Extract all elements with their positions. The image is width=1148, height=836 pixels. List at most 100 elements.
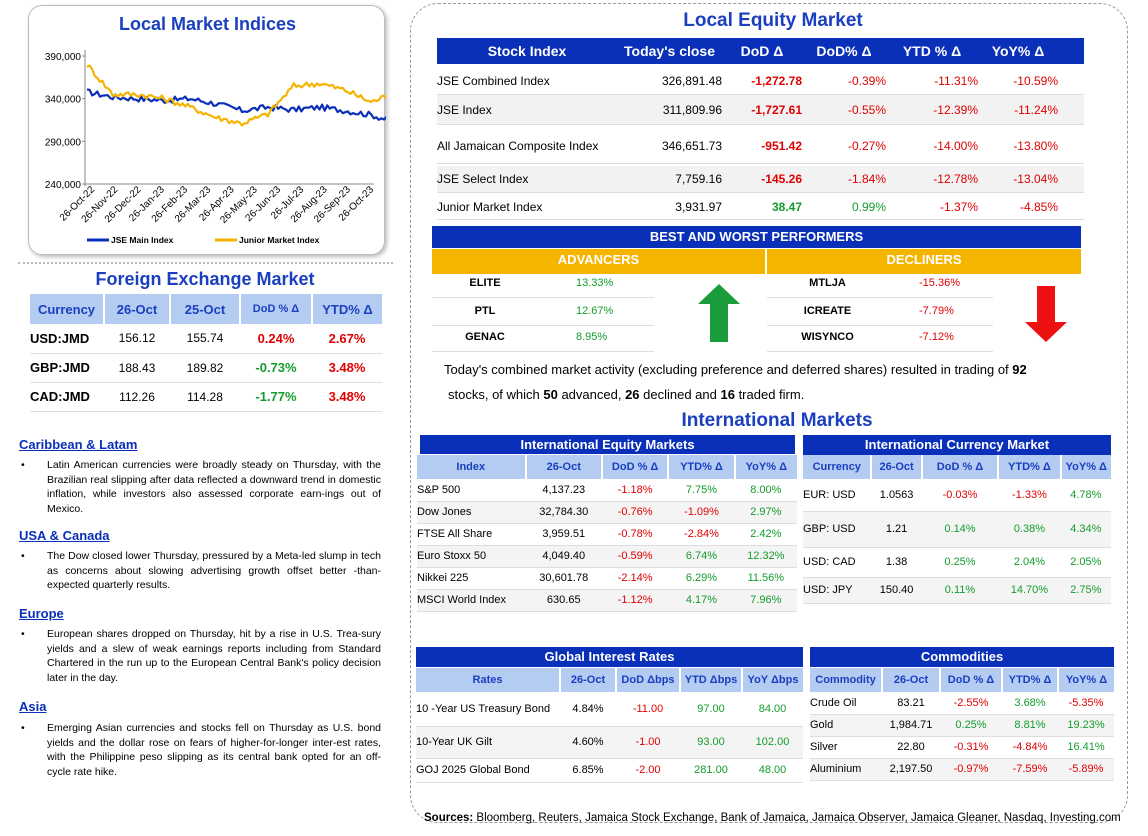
commodities-title: Commodities xyxy=(810,647,1114,667)
fx-currency: CAD:JMD xyxy=(30,389,90,404)
table-cell-dod: -1.00 xyxy=(635,736,661,748)
table-cell-dod: -0.03% xyxy=(942,488,978,501)
market-summary: Today's combined market activity (exclud… xyxy=(444,357,1084,407)
table-header: YTD% Δ xyxy=(1001,668,1058,692)
table-cell-dod: -2.55% xyxy=(953,696,989,709)
table-cell-yoy: 11.56% xyxy=(747,572,785,584)
table-header: YoY% Δ xyxy=(733,455,797,479)
sources: Sources: Bloomberg, Reuters, Jamaica Sto… xyxy=(424,812,1124,824)
table-cell-val: 4.60% xyxy=(572,736,604,748)
table-cell-ytd: 0.38% xyxy=(1013,523,1046,535)
rates-table: Rates 26-Oct DoD Δbps YTD Δbps YoY Δbps 10 -Y… xyxy=(416,668,803,783)
news-body: Emerging Asian currencies and stocks fel… xyxy=(19,721,381,779)
advancer-name: PTL xyxy=(474,305,496,317)
equity-yoy: -11.24% xyxy=(1014,102,1058,117)
table-cell-ytd: -1.33% xyxy=(1012,488,1047,501)
intl-title: International Markets xyxy=(681,410,873,431)
advancer-name: GENAC xyxy=(465,331,505,343)
series-line-junior xyxy=(86,64,386,127)
table-cell-val: 4,137.23 xyxy=(542,483,586,496)
equity-dod: -1,272.78 xyxy=(751,73,802,88)
table-cell-val: 1.21 xyxy=(885,523,908,535)
equity-yoy: -13.04% xyxy=(1013,172,1058,186)
equity-dod: -951.42 xyxy=(761,138,802,153)
table-cell-dod: -0.76% xyxy=(617,506,653,518)
table-cell-ytd: 4.17% xyxy=(685,594,718,606)
equity-yoy: -4.85% xyxy=(1019,199,1058,214)
table-cell-yoy: 7.96% xyxy=(750,594,782,606)
table-cell-val: 22.80 xyxy=(897,741,925,753)
fx-header: Currency xyxy=(37,301,96,317)
table-header: YoY% Δ xyxy=(1059,455,1111,479)
intl-equity-table: Index 26-Oct DoD % Δ YTD% Δ YoY% Δ S&P 500 4,1… xyxy=(417,455,797,612)
table-cell-name: 10-Year UK Gilt xyxy=(416,736,493,748)
table-cell-dod: 0.25% xyxy=(944,556,976,568)
fx-dod: -1.77% xyxy=(255,389,297,404)
y-tick-label: 290,000 xyxy=(45,137,82,148)
table-header: Currency xyxy=(812,461,861,473)
table-header: DoD % Δ xyxy=(939,668,1002,692)
divider xyxy=(767,351,993,352)
equity-ytd: -11.31% xyxy=(934,73,978,88)
decliner-value: -15.36% xyxy=(919,277,960,289)
table-cell-name: MSCI World Index xyxy=(417,594,507,606)
table-cell-ytd: 6.29% xyxy=(685,572,718,584)
equity-close: 311,809.96 xyxy=(662,102,722,117)
table-row: GBP: USD 1.21 0.14% 0.38% 4.34% xyxy=(803,511,1111,547)
fx-currency: GBP:JMD xyxy=(30,360,90,375)
fx-header: DoD % Δ xyxy=(239,294,312,324)
table-cell-yoy: 12.32% xyxy=(747,550,785,562)
summary-text: advanced, xyxy=(557,387,626,402)
fx-today: 188.43 xyxy=(118,360,156,375)
fx-ytd: 3.48% xyxy=(328,389,366,404)
fx-header: 25-Oct xyxy=(169,294,240,324)
table-cell-ytd: 281.00 xyxy=(694,764,728,776)
sources-label: Sources: xyxy=(424,812,474,824)
table-row: Aluminium 2,197.50 -0.97% -7.59% -5.89% xyxy=(810,758,1114,780)
table-cell-val: 30,601.78 xyxy=(539,572,589,584)
table-cell-dod: 0.25% xyxy=(955,719,987,731)
table-cell-ytd: 3.68% xyxy=(1014,696,1046,709)
equity-ytd: -14.00% xyxy=(933,138,978,153)
table-cell-val: 3,959.51 xyxy=(542,528,586,540)
equity-index-name: Junior Market Index xyxy=(437,199,543,214)
best-worst-title: BEST AND WORST PERFORMERS xyxy=(432,226,1081,248)
table-row: Dow Jones 32,784.30 -0.76% -1.09% 2.97% xyxy=(417,501,797,523)
fx-row: GBP:JMD 188.43 189.82 -0.73% 3.48% xyxy=(30,353,382,382)
table-cell-dod: 0.11% xyxy=(944,584,976,596)
equity-yoy: -10.59% xyxy=(1013,73,1058,88)
declined-count: 26 xyxy=(625,387,640,402)
equity-row: Junior Market Index 3,931.97 38.47 0.99%… xyxy=(437,194,1084,220)
table-cell-ytd: -2.84% xyxy=(684,528,719,540)
table-row: 10 -Year US Treasury Bond 4.84% -11.00 97.0… xyxy=(416,692,803,726)
table-cell-ytd: 8.81% xyxy=(1014,719,1046,731)
y-tick-label: 340,000 xyxy=(45,95,82,106)
intl-equity-title: International Equity Markets xyxy=(420,435,795,454)
news-heading: Europe xyxy=(19,606,64,621)
equity-yoy: -13.80% xyxy=(1013,138,1058,153)
equity-header: DoD% Δ xyxy=(816,43,872,59)
fx-dod: 0.24% xyxy=(257,330,295,346)
table-row: EUR: USD 1.0563 -0.03% -1.33% 4.78% xyxy=(803,479,1111,511)
equity-close: 326,891.48 xyxy=(661,73,722,88)
equity-row: All Jamaican Composite Index 346,651.73 … xyxy=(437,128,1084,164)
advancer-value: 12.67% xyxy=(576,305,614,317)
table-cell-name: Nikkei 225 xyxy=(417,572,469,584)
decliner-name: MTLJA xyxy=(809,277,846,289)
decliner-value: -7.12% xyxy=(919,331,954,343)
table-cell-name: Crude Oil xyxy=(810,696,857,709)
table-cell-ytd: -1.09% xyxy=(684,506,719,518)
equity-ytd: -12.78% xyxy=(933,172,978,186)
table-cell-ytd: -4.84% xyxy=(1012,741,1048,753)
table-row: FTSE All Share 3,959.51 -0.78% -2.84% 2.42% xyxy=(417,523,797,545)
table-header: YoY Δbps xyxy=(741,668,803,692)
y-tick-label: 240,000 xyxy=(45,180,82,191)
table-cell-name: USD: CAD xyxy=(803,556,856,568)
equity-dod-pct: -0.55% xyxy=(847,102,886,117)
table-row: USD: CAD 1.38 0.25% 2.04% 2.05% xyxy=(803,547,1111,577)
table-cell-dod: -11.00 xyxy=(632,702,664,715)
equity-row: JSE Combined Index 326,891.48 -1,272.78 … xyxy=(437,67,1084,95)
table-cell-name: EUR: USD xyxy=(803,488,856,501)
table-header: YoY% Δ xyxy=(1057,668,1114,692)
table-row: Crude Oil 83.21 -2.55% 3.68% -5.35% xyxy=(810,692,1114,714)
